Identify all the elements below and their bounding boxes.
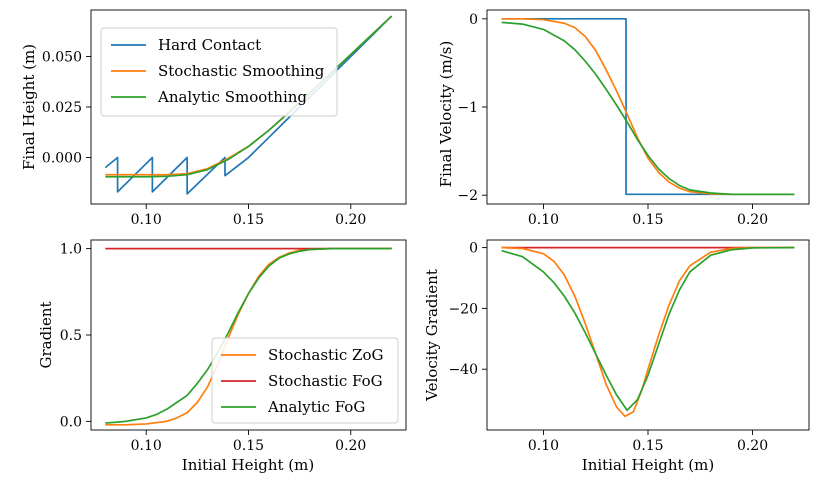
series-line-analytic-fog [501, 246, 795, 412]
panel-velocity-gradient: 0.10 0.15 0.20 0 −20 −40 Velocity Gradient In… [423, 239, 810, 474]
panel-final-height: 0.10 0.15 0.20 0.000 0.025 0.050 Final Height… [20, 9, 407, 228]
y-tick-label: 1.0 [60, 242, 82, 258]
plot-frame [486, 239, 810, 431]
series-line-analytic-smoothing [501, 21, 795, 196]
y-axis-label: Final Velocity (m/s) [437, 41, 455, 188]
x-axis-label: Initial Height (m) [582, 456, 714, 474]
legend-label-analytic-fog: Analytic FoG [267, 398, 365, 416]
series-line-stochastic-smoothing [501, 17, 795, 196]
y-tick-label: 0 [469, 12, 478, 28]
x-tick-label: 0.10 [528, 212, 559, 228]
plot-frame [486, 9, 810, 205]
tick-layer: 0.10 0.15 0.20 0 −1 −2 [457, 12, 768, 228]
tick-layer: 0.10 0.15 0.20 0 −20 −40 [448, 241, 768, 454]
legend-label-stochastic-smoothing: Stochastic Smoothing [158, 62, 325, 80]
x-tick-label: 0.15 [233, 212, 264, 228]
x-tick-label: 0.10 [131, 212, 162, 228]
y-tick-label: −20 [448, 301, 478, 317]
legend-box [211, 337, 399, 424]
y-tick-label: 0.0 [60, 414, 82, 430]
x-tick-label: 0.20 [737, 212, 768, 228]
y-axis-label: Gradient [37, 301, 55, 368]
series-line-analytic-smoothing [105, 15, 393, 178]
series-line-stochastic-zog [501, 246, 795, 418]
legend-label-analytic-smoothing: Analytic Smoothing [157, 88, 307, 106]
y-tick-label: −2 [457, 188, 478, 204]
y-axis-label: Velocity Gradient [423, 269, 441, 402]
y-tick-label: −40 [448, 362, 478, 378]
y-axis-label: Final Height (m) [20, 44, 38, 170]
x-tick-label: 0.20 [737, 438, 768, 454]
series-line-hard-contact [501, 17, 795, 196]
tick-layer: 0.10 0.15 0.20 0.000 0.025 0.050 [42, 49, 366, 228]
x-axis-label: Initial Height (m) [182, 456, 314, 474]
x-tick-label: 0.20 [335, 438, 366, 454]
legend: Stochastic ZoG Stochastic FoG Analytic F… [211, 337, 399, 424]
series-layer [501, 17, 795, 196]
x-tick-label: 0.10 [131, 438, 162, 454]
legend-label-hard-contact: Hard Contact [158, 36, 261, 54]
x-tick-label: 0.15 [233, 438, 264, 454]
tick-layer: 0.10 0.15 0.20 0.0 0.5 1.0 [60, 242, 367, 454]
x-tick-label: 0.20 [335, 212, 366, 228]
legend-box [100, 27, 338, 117]
legend: Hard Contact Stochastic Smoothing Analyt… [100, 27, 338, 117]
panel-gradient: 0.10 0.15 0.20 0.0 0.5 1.0 Gradient Initial H… [37, 239, 407, 474]
y-tick-label: 0 [469, 241, 478, 257]
panel-final-velocity: 0.10 0.15 0.20 0 −1 −2 Final Velocity (m/s) [437, 9, 810, 228]
y-tick-label: 0.5 [60, 328, 82, 344]
x-tick-label: 0.15 [632, 212, 663, 228]
x-tick-label: 0.10 [528, 438, 559, 454]
legend-label-stochastic-zog: Stochastic ZoG [268, 346, 383, 364]
y-tick-label: 0.000 [42, 151, 82, 167]
legend-label-stochastic-fog: Stochastic FoG [268, 372, 383, 390]
y-tick-label: 0.025 [42, 100, 82, 116]
y-tick-label: 0.050 [42, 49, 82, 65]
series-layer [501, 246, 795, 418]
x-tick-label: 0.15 [632, 438, 663, 454]
y-tick-label: −1 [457, 100, 478, 116]
